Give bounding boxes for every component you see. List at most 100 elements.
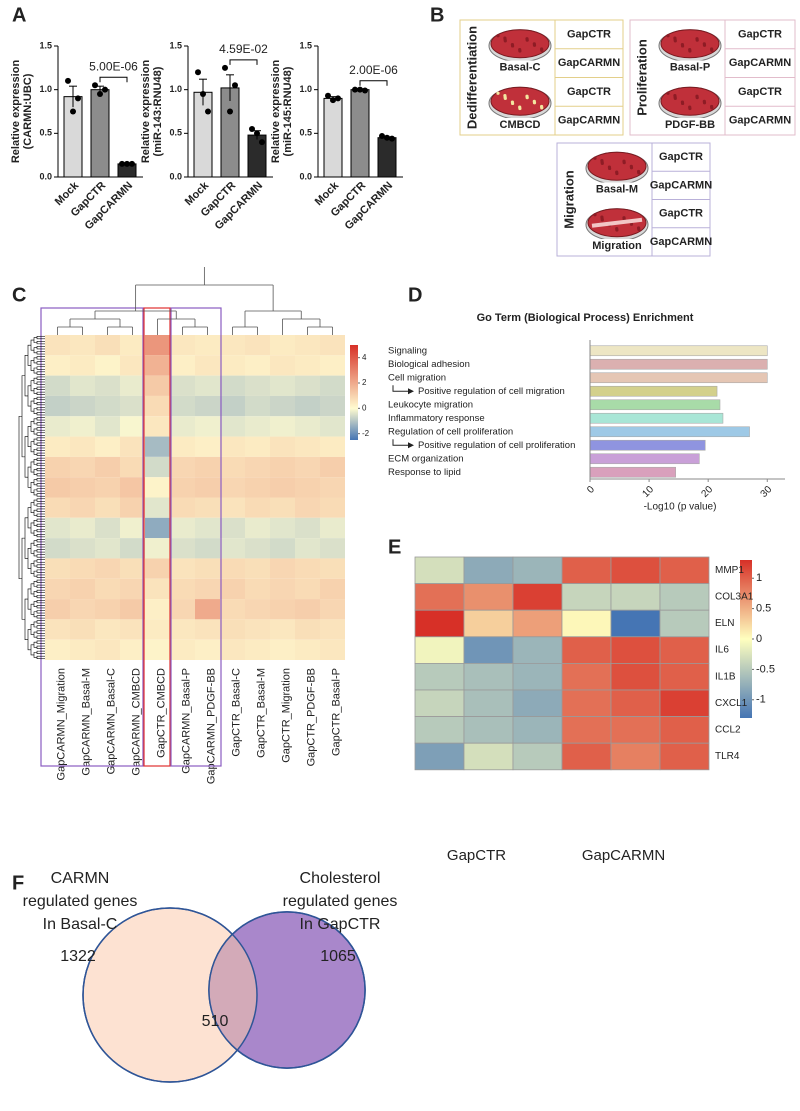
dendrogram bbox=[27, 426, 31, 448]
dendrogram bbox=[33, 580, 37, 587]
x-tick-label: 0 bbox=[585, 484, 597, 496]
heatmap-cell bbox=[70, 355, 95, 376]
y-tick-label: 1.5 bbox=[169, 40, 182, 50]
heatmap-cell bbox=[145, 436, 170, 457]
heatmap-cell bbox=[195, 517, 220, 539]
heatmap-cell bbox=[120, 456, 145, 478]
heatmap-cell bbox=[45, 517, 70, 539]
heatmap-cell bbox=[245, 477, 270, 498]
heatmap-cell bbox=[195, 355, 220, 376]
cell-texture bbox=[622, 159, 626, 163]
dendrogram bbox=[36, 584, 40, 588]
dish bbox=[490, 29, 550, 59]
cell-texture bbox=[518, 48, 522, 52]
heatmap-cell bbox=[220, 619, 245, 640]
heatmap-cell bbox=[170, 335, 195, 356]
heatmap-cell bbox=[120, 416, 145, 437]
heatmap-cell bbox=[220, 375, 245, 396]
heatmap-cell bbox=[70, 619, 95, 640]
heatmap-cell bbox=[120, 477, 145, 498]
venn-set-label: Cholesterol bbox=[300, 870, 381, 887]
cell-texture bbox=[666, 34, 670, 38]
cell-texture bbox=[510, 100, 514, 104]
heatmap-cell bbox=[120, 335, 145, 356]
dendrogram bbox=[30, 481, 34, 493]
heatmap-cell bbox=[320, 619, 345, 640]
heatmap-cell bbox=[270, 416, 295, 437]
dendrogram bbox=[33, 469, 37, 475]
heatmap-cell bbox=[45, 355, 70, 376]
y-tick-label: 1.0 bbox=[169, 84, 182, 94]
venn-set-label: regulated genes bbox=[283, 893, 398, 910]
dendrogram bbox=[36, 534, 40, 538]
heatmap-cell bbox=[414, 556, 465, 585]
heatmap-cell bbox=[659, 556, 710, 585]
heatmap-cell bbox=[145, 375, 170, 396]
heatmap-cell bbox=[320, 436, 345, 457]
heatmap-cell bbox=[95, 416, 120, 437]
venn-overlap-label: 510 bbox=[202, 1013, 229, 1030]
data-point bbox=[75, 95, 81, 102]
cell-texture bbox=[637, 169, 641, 174]
heatmap-cell bbox=[512, 663, 563, 691]
colorbar-tick-label: -0.5 bbox=[756, 663, 775, 675]
condition-label: Basal-P bbox=[670, 61, 710, 73]
dendrogram bbox=[30, 502, 34, 514]
dendrogram bbox=[36, 473, 40, 477]
data-point bbox=[124, 160, 130, 167]
cell-texture bbox=[518, 105, 522, 109]
heatmap-cell bbox=[45, 416, 70, 437]
dendrogram bbox=[33, 418, 37, 425]
dendrogram bbox=[33, 337, 37, 343]
dendrogram bbox=[18, 415, 22, 580]
heatmap-cell bbox=[295, 538, 320, 559]
dish bbox=[660, 86, 720, 116]
heatmap-cell bbox=[512, 716, 563, 744]
heatmap-cell bbox=[245, 538, 270, 559]
heatmap-cell bbox=[45, 538, 70, 559]
heatmap-cell bbox=[659, 689, 710, 718]
dendrogram bbox=[36, 513, 40, 517]
bar bbox=[90, 89, 110, 178]
heatmap-cell bbox=[295, 456, 320, 478]
heatmap-cell bbox=[145, 578, 170, 600]
dendrogram bbox=[36, 401, 40, 406]
dendrogram bbox=[33, 601, 37, 607]
dendrogram bbox=[36, 605, 40, 609]
treatment-label: GapCTR bbox=[659, 208, 703, 220]
dendrogram bbox=[24, 355, 28, 397]
cell-texture bbox=[503, 36, 507, 40]
dendrogram bbox=[36, 346, 40, 350]
dendrogram bbox=[36, 447, 40, 451]
venn-outline bbox=[208, 911, 366, 1069]
heatmap-cell bbox=[220, 578, 245, 600]
heatmap-cell bbox=[270, 578, 295, 600]
heatmap-cell bbox=[70, 558, 95, 579]
heatmap-cell bbox=[145, 355, 170, 376]
condition-label: PDGF-BB bbox=[665, 119, 715, 131]
dendrogram bbox=[36, 462, 40, 467]
heatmap-cell bbox=[610, 583, 661, 611]
y-axis-label: (miR-143:RNU48) bbox=[152, 66, 164, 156]
heatmap-cell bbox=[320, 538, 345, 559]
heatmap-cell bbox=[195, 619, 220, 640]
dendrogram bbox=[30, 624, 34, 635]
heatmap-cell bbox=[220, 639, 245, 660]
row-label: CXCL1 bbox=[715, 698, 748, 709]
heatmap-cell bbox=[170, 477, 195, 498]
dendrogram bbox=[36, 635, 40, 639]
heatmap-cell bbox=[170, 558, 195, 579]
column-group-label: GapCARMN bbox=[582, 847, 665, 864]
heatmap-cell bbox=[245, 355, 270, 376]
x-tick-label: 20 bbox=[700, 484, 716, 500]
cell-texture bbox=[695, 94, 699, 98]
heatmap-cell bbox=[220, 558, 245, 579]
heatmap-cell bbox=[659, 742, 710, 771]
treatment-label: GapCARMN bbox=[558, 57, 620, 69]
heatmap-cell bbox=[610, 609, 661, 638]
heatmap-cell bbox=[45, 497, 70, 518]
dendrogram bbox=[30, 380, 34, 392]
cell-texture bbox=[496, 91, 500, 95]
heatmap-cell bbox=[170, 355, 195, 376]
heatmap-cell bbox=[170, 599, 195, 620]
